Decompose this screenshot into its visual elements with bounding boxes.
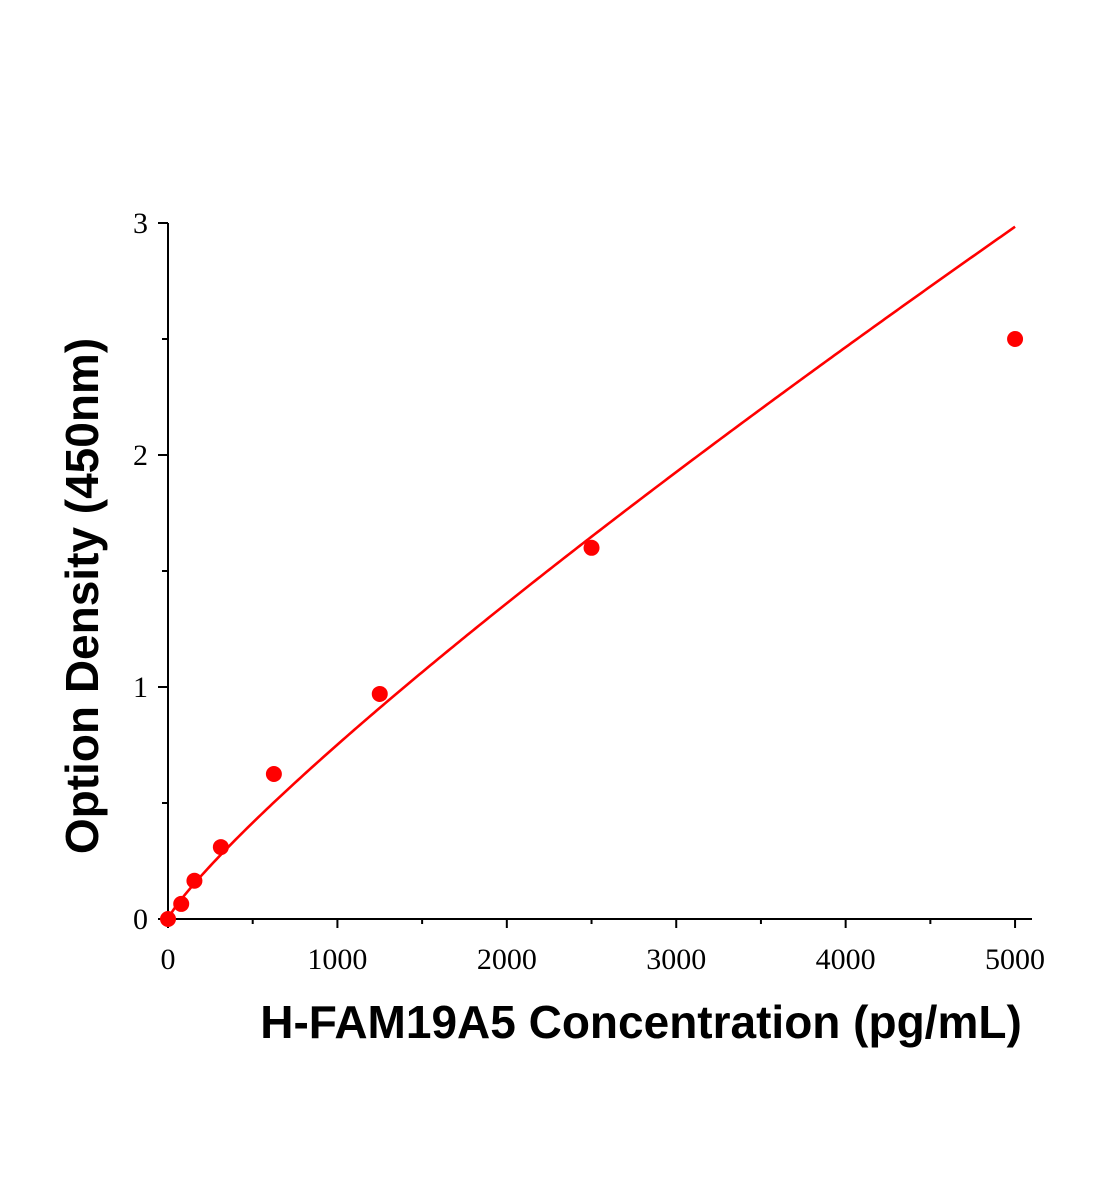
- x-axis-title: H-FAM19A5 Concentration (pg/mL): [260, 996, 1022, 1048]
- fit-curve: [166, 225, 1016, 920]
- ticks: 0 1000 2000 3000 4000 5000 0 1 2 3: [133, 207, 1045, 976]
- y-axis-title: Option Density (450nm): [56, 338, 108, 854]
- x-tick-label: 1000: [307, 943, 367, 976]
- y-tick-label: 1: [133, 671, 148, 704]
- data-point: [583, 539, 600, 556]
- x-tick-label: 4000: [816, 943, 876, 976]
- data-point: [1007, 331, 1024, 347]
- x-tick-label: 3000: [646, 943, 706, 976]
- y-tick-label: 2: [133, 439, 148, 472]
- axes: [167, 223, 1032, 920]
- x-tick-label: 0: [161, 943, 176, 976]
- y-tick-label: 0: [133, 903, 148, 936]
- x-tick-label: 5000: [985, 943, 1045, 976]
- data-point: [173, 895, 190, 912]
- x-tick-label: 2000: [477, 943, 537, 976]
- data-point: [371, 685, 388, 702]
- data-point: [160, 911, 176, 927]
- data-points-layer: [160, 331, 1024, 927]
- fit-curve-layer: [166, 225, 1016, 920]
- y-tick-label: 3: [133, 207, 148, 240]
- data-point: [186, 872, 203, 889]
- data-point: [265, 766, 282, 782]
- data-point: [212, 839, 229, 856]
